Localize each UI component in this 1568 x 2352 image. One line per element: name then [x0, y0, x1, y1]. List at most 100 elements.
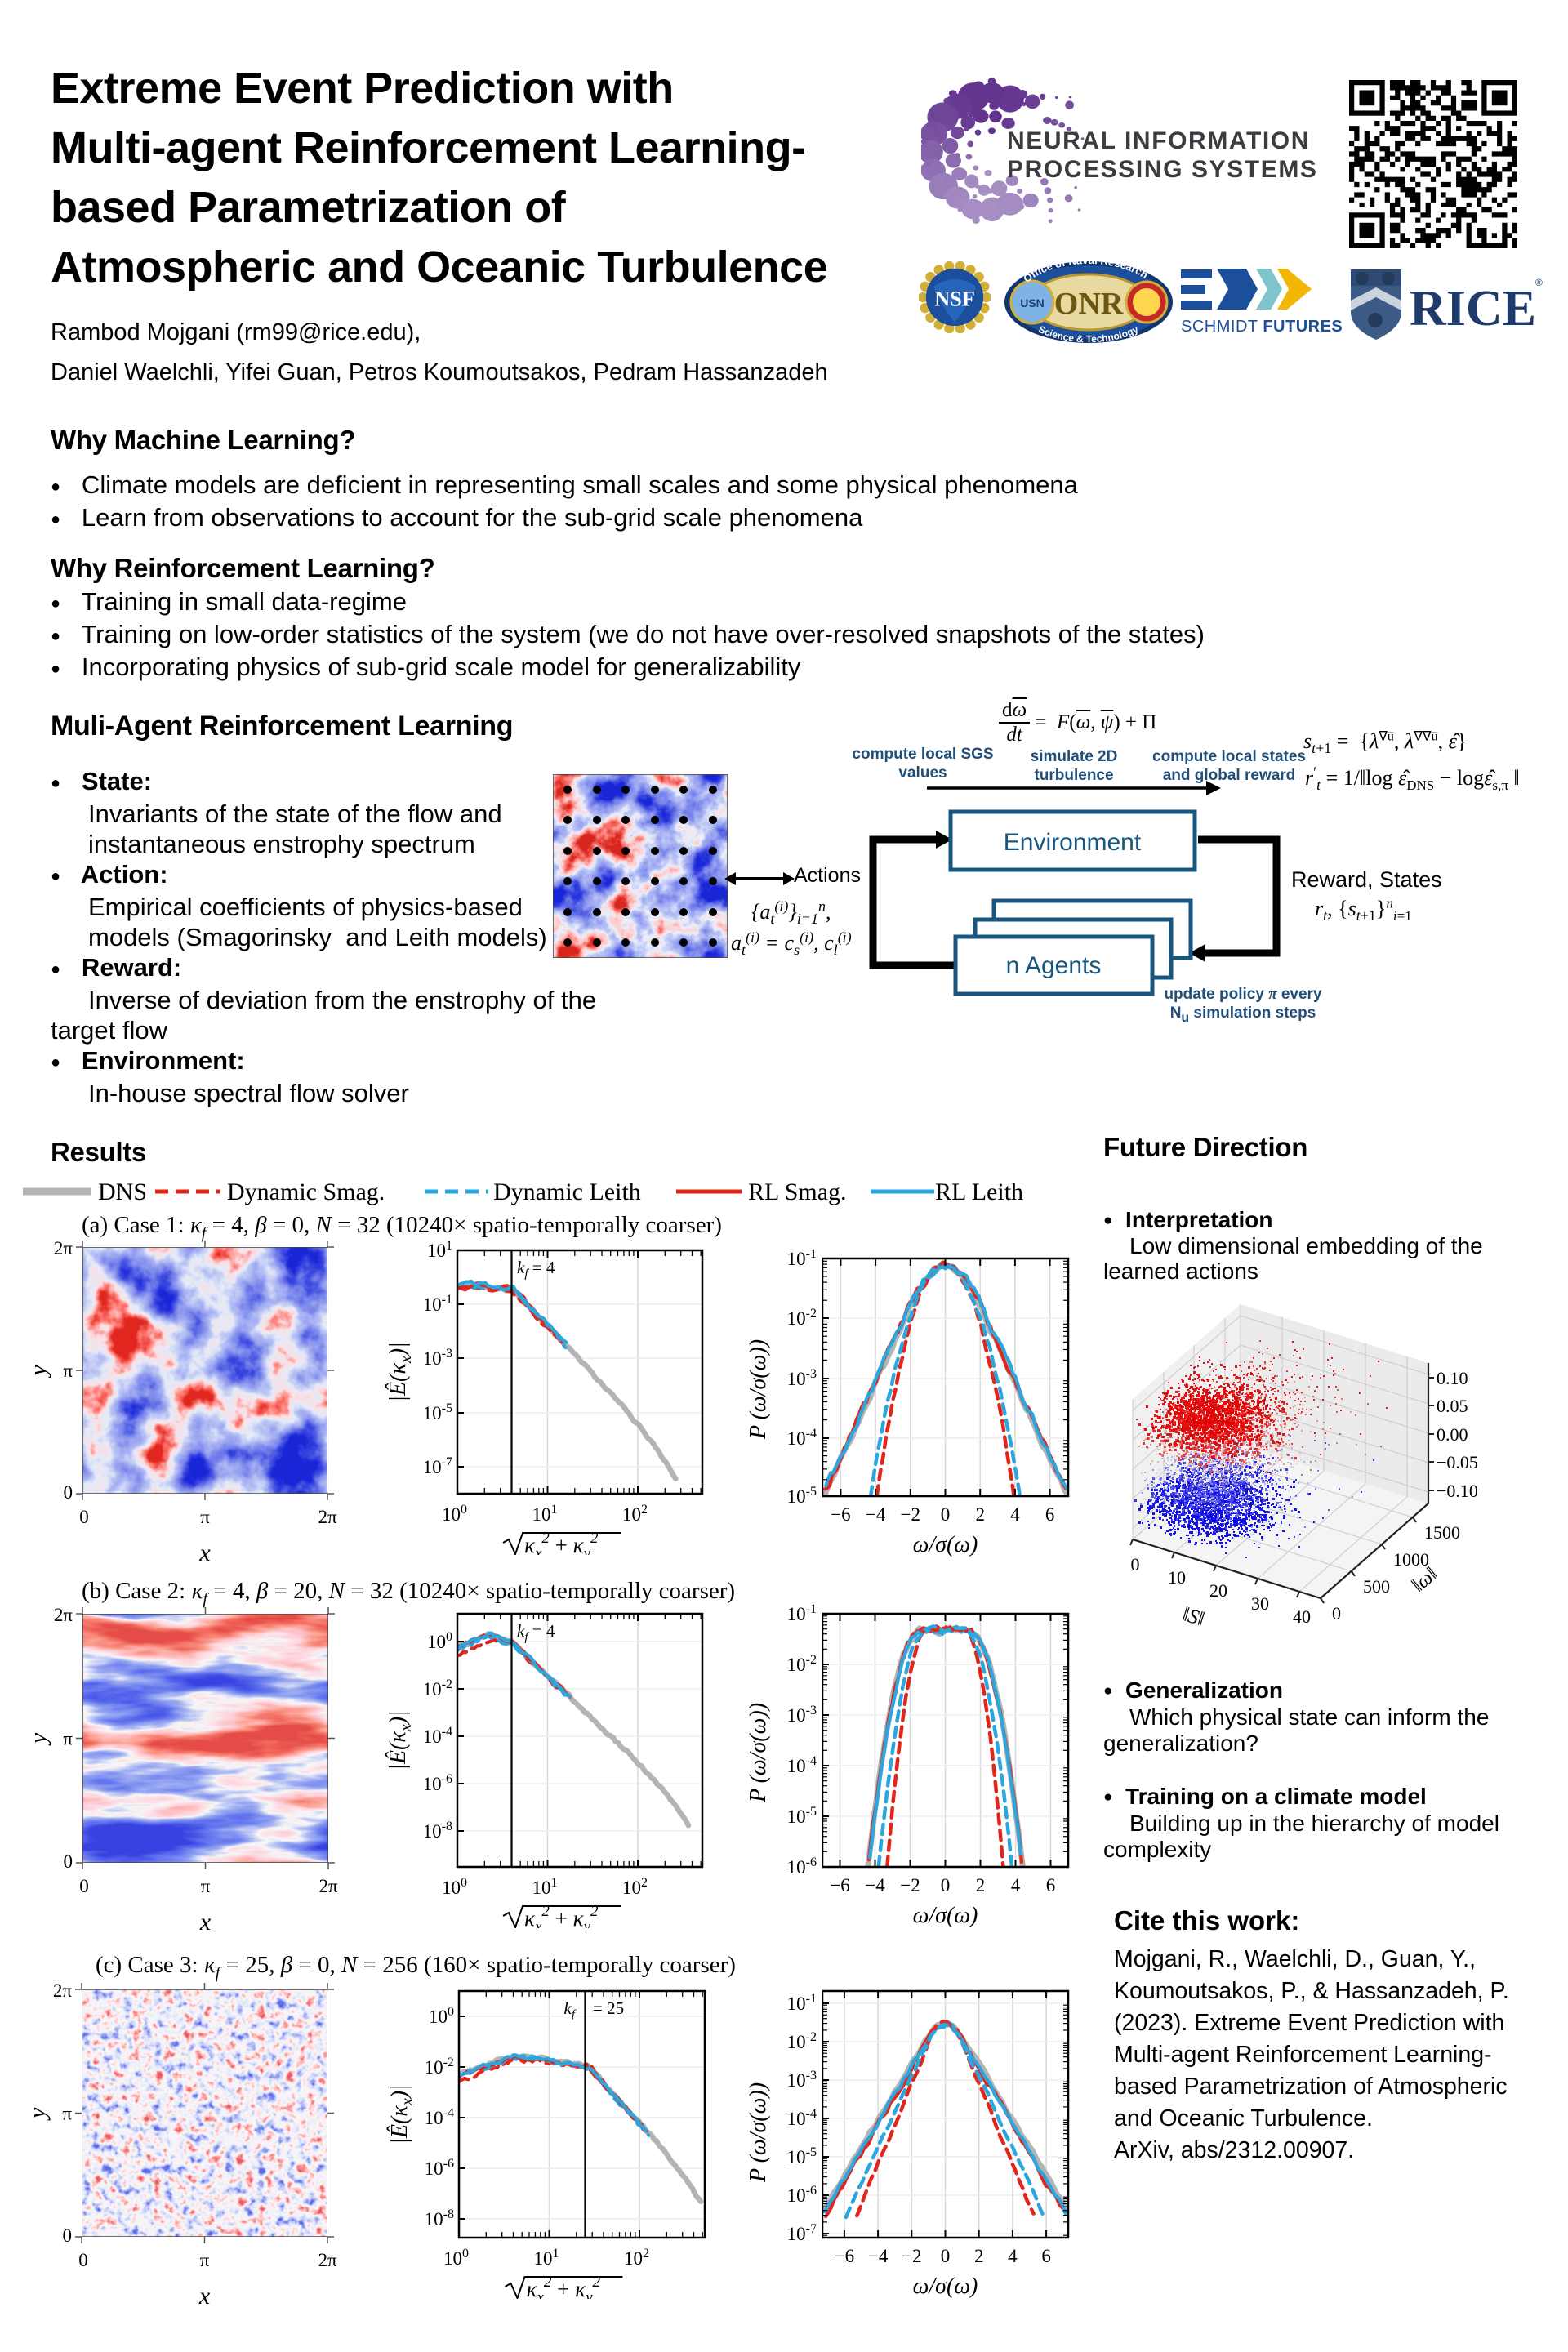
svg-text:|Ê(κx)|: |Ê(κx)|: [385, 1710, 415, 1771]
svg-text:0: 0: [79, 1507, 89, 1527]
svg-text:20: 20: [1209, 1580, 1227, 1601]
svg-text:10-3: 10-3: [787, 2069, 817, 2091]
svg-text:π: π: [201, 1876, 211, 1896]
svg-text:10-3: 10-3: [425, 1347, 452, 1369]
svg-text:0: 0: [941, 1504, 951, 1525]
svg-text:10-5: 10-5: [787, 1485, 817, 1503]
svg-text:6: 6: [1045, 1504, 1055, 1525]
svg-text:10-6: 10-6: [426, 2157, 454, 2179]
svg-text:n Agents: n Agents: [1006, 952, 1102, 979]
svg-text:101: 101: [532, 1503, 558, 1525]
svg-text:10-2: 10-2: [426, 2056, 454, 2078]
svg-text:ω/σ(ω): ω/σ(ω): [913, 1532, 978, 1557]
svg-text:x: x: [198, 2283, 211, 2310]
svg-text:−6: −6: [835, 2246, 854, 2266]
svg-text:2π: 2π: [54, 1605, 74, 1625]
svg-text:0.05: 0.05: [1437, 1396, 1468, 1416]
svg-text:y: y: [34, 2107, 51, 2121]
svg-text:Environment: Environment: [1004, 829, 1142, 856]
svg-text:100: 100: [427, 1630, 452, 1652]
svg-text:40: 40: [1293, 1606, 1311, 1627]
svg-text:10-1: 10-1: [425, 1293, 452, 1315]
svg-text:6: 6: [1041, 2246, 1051, 2266]
svg-text:0.10: 0.10: [1437, 1368, 1468, 1388]
svg-text:10-3: 10-3: [787, 1704, 817, 1726]
svg-text:−0.05: −0.05: [1437, 1452, 1478, 1472]
svg-text:2π: 2π: [318, 1507, 337, 1527]
svg-text:−2: −2: [900, 1875, 920, 1895]
svg-text:101: 101: [534, 2247, 559, 2269]
svg-text:10-2: 10-2: [787, 2030, 817, 2052]
svg-text:−2: −2: [902, 2246, 921, 2266]
svg-text:0: 0: [64, 1482, 74, 1503]
svg-text:10-4: 10-4: [787, 1427, 817, 1449]
svg-text:−4: −4: [865, 1875, 885, 1895]
svg-text:−6: −6: [830, 1875, 849, 1895]
svg-text:Dynamic Leith: Dynamic Leith: [493, 1178, 641, 1205]
svg-text:10-4: 10-4: [425, 1725, 452, 1747]
svg-text:DNS: DNS: [98, 1178, 147, 1205]
svg-text:kf: kf: [564, 1998, 577, 2021]
svg-text:2π: 2π: [318, 1876, 338, 1896]
svg-text:x: x: [199, 1909, 212, 1936]
svg-text:−0.10: −0.10: [1437, 1481, 1478, 1501]
svg-text:4: 4: [1008, 2246, 1018, 2266]
svg-text:π: π: [200, 2250, 210, 2270]
svg-text:π: π: [200, 1507, 210, 1527]
svg-text:π: π: [63, 1361, 73, 1381]
svg-text:10-8: 10-8: [426, 2207, 454, 2230]
svg-text:−4: −4: [866, 1504, 886, 1525]
svg-text:kf = 4: kf = 4: [517, 1621, 555, 1644]
svg-text:10-4: 10-4: [787, 2107, 817, 2129]
svg-text:102: 102: [622, 1876, 648, 1898]
svg-text:10-4: 10-4: [787, 1754, 817, 1776]
svg-text:0: 0: [63, 2225, 73, 2246]
svg-text:10: 10: [1168, 1567, 1186, 1588]
svg-text:101: 101: [427, 1239, 452, 1261]
svg-text:10-5: 10-5: [425, 1401, 452, 1423]
svg-text:USN: USN: [1020, 296, 1045, 310]
svg-text:4: 4: [1010, 1504, 1020, 1525]
svg-text:y: y: [35, 1732, 51, 1746]
svg-text:0.00: 0.00: [1437, 1424, 1468, 1445]
svg-text:RL Leith: RL Leith: [935, 1178, 1023, 1205]
svg-text:10-7: 10-7: [425, 1455, 452, 1477]
svg-text:kf = 4: kf = 4: [517, 1258, 555, 1281]
svg-text:101: 101: [532, 1876, 558, 1898]
svg-text:1000: 1000: [1393, 1549, 1429, 1570]
svg-text:10-6: 10-6: [787, 1855, 817, 1875]
svg-text:10-7: 10-7: [787, 2222, 817, 2244]
svg-text:RL Smag.: RL Smag.: [748, 1178, 847, 1205]
svg-text:10-2: 10-2: [425, 1677, 452, 1699]
svg-text:π: π: [62, 2104, 72, 2124]
svg-text:Dynamic Smag.: Dynamic Smag.: [227, 1178, 385, 1205]
svg-text:10-1: 10-1: [787, 1992, 817, 2014]
svg-text:−2: −2: [901, 1504, 920, 1525]
svg-text:NSF: NSF: [934, 287, 975, 311]
svg-text:ONR: ONR: [1054, 287, 1124, 321]
svg-text:0: 0: [64, 1851, 74, 1872]
svg-text:0: 0: [1131, 1554, 1140, 1575]
svg-text:= 25: = 25: [593, 1998, 624, 2018]
svg-text:6: 6: [1046, 1875, 1056, 1895]
svg-text:0: 0: [941, 2246, 951, 2266]
svg-text:10-6: 10-6: [425, 1772, 452, 1794]
svg-text:30: 30: [1251, 1593, 1269, 1614]
svg-text:10-1: 10-1: [787, 1602, 817, 1624]
svg-text:10-1: 10-1: [787, 1247, 817, 1269]
svg-text:1500: 1500: [1424, 1522, 1460, 1543]
svg-text:2: 2: [974, 2246, 984, 2266]
svg-text:P (ω/σ(ω)): P (ω/σ(ω)): [746, 2082, 771, 2183]
svg-text:100: 100: [443, 2247, 469, 2269]
svg-text:102: 102: [622, 1503, 648, 1525]
svg-text:P (ω/σ(ω)): P (ω/σ(ω)): [746, 1339, 771, 1440]
svg-text:ω/σ(ω): ω/σ(ω): [913, 1903, 978, 1928]
svg-text:2π: 2π: [318, 2250, 337, 2270]
svg-text:0: 0: [79, 1876, 89, 1896]
svg-text:102: 102: [624, 2247, 649, 2269]
svg-text:x: x: [198, 1539, 211, 1566]
svg-text:y: y: [35, 1365, 51, 1379]
svg-text:10-8: 10-8: [425, 1820, 452, 1842]
svg-text:0: 0: [1332, 1603, 1341, 1624]
svg-text:0: 0: [941, 1875, 951, 1895]
